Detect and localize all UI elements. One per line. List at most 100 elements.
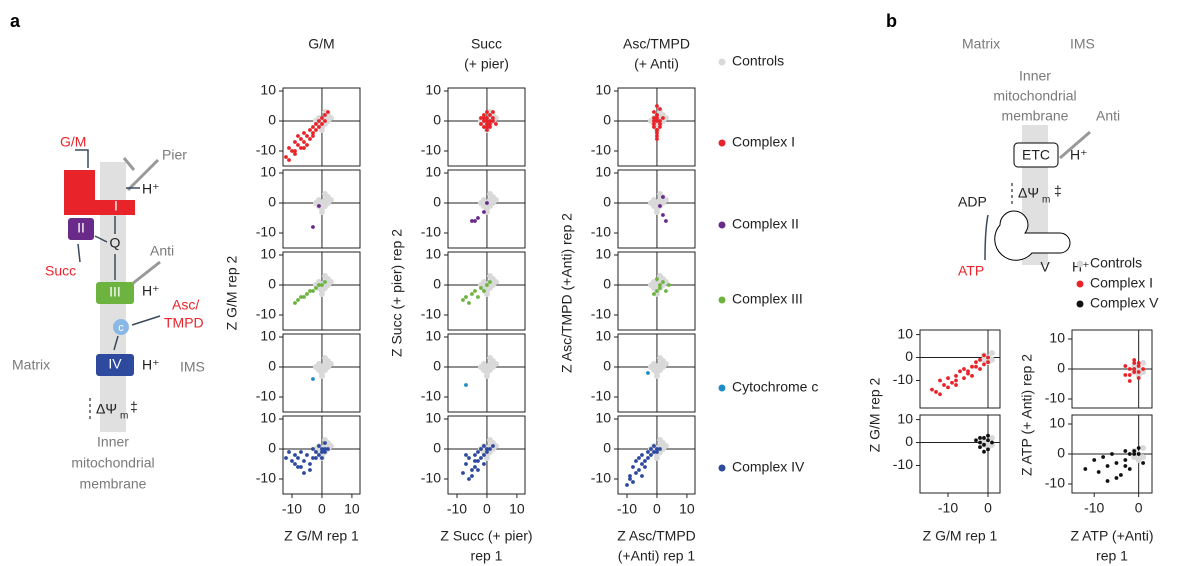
data-point: [290, 149, 294, 153]
y-tick-label: -10: [421, 470, 441, 486]
y-axis-label: Z ATP (+ Anti) rep 2: [1019, 354, 1035, 476]
control-point: [492, 361, 499, 367]
data-point: [990, 440, 994, 445]
data-point: [954, 378, 958, 383]
data-point: [488, 447, 492, 451]
control-point: [327, 361, 334, 367]
label: m: [1042, 195, 1050, 206]
data-point: [655, 104, 659, 108]
control-point: [483, 455, 490, 461]
diagram-b: b Matrix IMS Inner mitochondrial membran…: [886, 11, 1120, 279]
data-point: [314, 456, 318, 460]
x-axis-label: Z G/M rep 1: [284, 528, 359, 544]
data-point: [296, 465, 300, 469]
data-point: [311, 125, 315, 129]
data-point: [658, 286, 662, 290]
data-point: [305, 453, 309, 457]
x-tick-label: 0: [984, 500, 992, 516]
label: Inner: [97, 434, 129, 450]
complex-i: [64, 170, 135, 215]
control-point: [653, 373, 660, 379]
legend-marker: [718, 384, 726, 392]
control-point: [486, 355, 493, 361]
control-point: [1131, 454, 1138, 460]
y-axis-label: Z Asc/TMPD (+Anti) rep 2: [559, 213, 575, 373]
data-point: [482, 116, 486, 120]
data-point: [631, 465, 635, 469]
data-point: [938, 378, 942, 383]
data-point: [308, 128, 312, 132]
y-tick-label: 0: [905, 433, 913, 449]
data-point: [293, 462, 297, 466]
data-point: [652, 292, 656, 296]
data-point: [287, 450, 291, 454]
y-tick-label: 10: [595, 164, 611, 180]
legend-label: Complex V: [1090, 295, 1159, 311]
control-point: [656, 109, 663, 115]
data-point: [1092, 458, 1097, 462]
data-point: [461, 298, 465, 302]
data-point: [317, 444, 321, 448]
data-point: [485, 116, 489, 120]
data-point: [317, 125, 321, 129]
label: IMS: [180, 359, 205, 375]
data-point: [978, 440, 982, 445]
data-point: [655, 137, 659, 141]
data-point: [1105, 479, 1110, 483]
y-tick-label: 10: [595, 246, 611, 262]
data-point: [1127, 367, 1132, 371]
complex-ii: [68, 218, 94, 240]
y-tick-label: 10: [1049, 330, 1065, 346]
control-point: [656, 355, 663, 361]
data-point: [646, 456, 650, 460]
control-point: [321, 437, 328, 443]
data-point: [491, 116, 495, 120]
legend-label: Complex II: [732, 216, 799, 232]
data-point: [473, 289, 477, 293]
control-point: [321, 191, 328, 197]
legend-marker: [1076, 260, 1084, 268]
data-point: [494, 122, 498, 126]
data-point: [485, 122, 489, 126]
panel-label: a: [10, 11, 21, 31]
data-point: [323, 450, 327, 454]
legend-label: Complex IV: [732, 459, 805, 475]
legend-marker: [1076, 280, 1084, 288]
data-point: [664, 219, 668, 223]
x-tick-label: 10: [344, 501, 360, 517]
inhibitor: [126, 158, 160, 192]
inhibitor: [122, 157, 136, 171]
data-point: [667, 283, 671, 287]
control-point: [1131, 363, 1138, 369]
data-point: [311, 225, 315, 229]
x-tick-label: -10: [1084, 500, 1104, 516]
y-tick-label: -10: [893, 456, 913, 472]
data-point: [320, 283, 324, 287]
data-point: [290, 459, 294, 463]
y-tick-label: 0: [433, 276, 441, 292]
control-point: [662, 197, 669, 203]
data-point: [1114, 476, 1119, 480]
data-point: [476, 459, 480, 463]
data-point: [311, 134, 315, 138]
y-tick-label: 10: [425, 410, 441, 426]
data-point: [982, 436, 986, 440]
data-point: [643, 459, 647, 463]
data-point: [655, 119, 659, 123]
data-point: [482, 125, 486, 129]
data-point: [982, 353, 986, 358]
label: G/M: [60, 134, 86, 150]
data-point: [302, 146, 306, 150]
data-point: [637, 468, 641, 472]
data-point: [986, 355, 990, 360]
data-point: [1141, 461, 1146, 465]
x-axis-label: Z Asc/TMPD: [617, 528, 696, 544]
control-point: [656, 437, 663, 443]
data-point: [649, 447, 653, 451]
control-point: [653, 291, 660, 297]
data-point: [473, 453, 477, 457]
data-point: [658, 204, 662, 208]
legend-label: Complex III: [732, 291, 803, 307]
control-point: [1135, 457, 1142, 463]
label: membrane: [1002, 108, 1069, 124]
